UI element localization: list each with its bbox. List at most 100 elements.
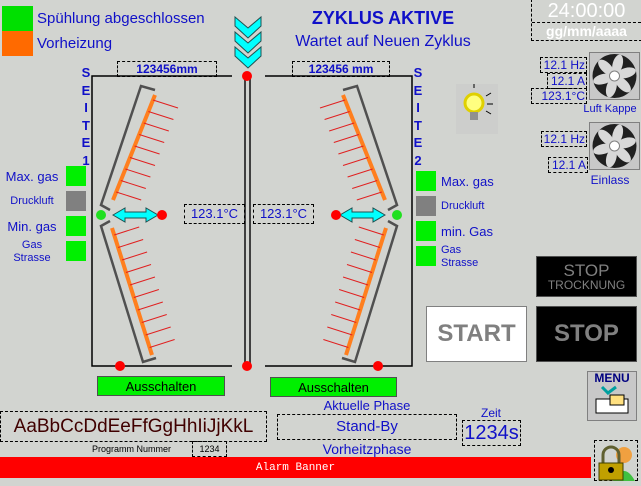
menu-button[interactable]: MENU <box>587 371 637 421</box>
position-dot <box>96 210 106 220</box>
heat-ray <box>350 251 377 261</box>
program-number-label: Programm Nummer <box>92 444 172 454</box>
indicator-label: Druckluft <box>10 195 54 207</box>
next-phase-text: Vorheitzphase <box>322 441 412 457</box>
clock-date: gg/mm/aaaa <box>532 22 641 40</box>
wall-outline <box>99 84 156 212</box>
heat-ray <box>338 145 364 155</box>
legend-orange-swatch <box>2 31 33 56</box>
status-subtitle: Wartet auf Neuen Zyklus <box>295 33 471 50</box>
heat-ray <box>329 122 355 132</box>
indicator-lamp <box>416 246 436 266</box>
heater-lower <box>110 227 154 356</box>
legend-label-rinse: Spühlung abgeschlossen <box>37 10 205 27</box>
login-lock-button[interactable] <box>594 440 638 481</box>
heat-ray <box>133 289 160 298</box>
heat-ray <box>148 111 174 120</box>
double-arrow-icon <box>339 207 386 223</box>
sensor-dot <box>331 210 341 220</box>
side-letter: I <box>416 100 420 115</box>
time-label: Zeit <box>480 406 501 420</box>
fan-2-frequency: 12.1 Hz <box>541 131 587 147</box>
heat-ray <box>145 326 171 336</box>
side-letter: 2 <box>414 152 422 168</box>
heat-ray <box>149 339 175 348</box>
stop-drying-label-2: TROCKNUNG <box>547 277 626 292</box>
wall-outline <box>99 219 157 364</box>
sensor-dots <box>115 71 383 371</box>
temp-readout-side-1: 123.1°C <box>184 204 245 224</box>
heat-ray <box>323 339 349 348</box>
stop-button[interactable]: STOP <box>536 306 637 362</box>
legend-green-swatch <box>2 6 33 31</box>
indicator-lamp <box>416 196 436 216</box>
heat-ray <box>342 157 369 166</box>
lightbulb-icon <box>456 84 498 134</box>
side-2-off-button[interactable]: Ausschalten <box>270 377 397 397</box>
heat-ray <box>141 314 167 323</box>
heat-ray <box>338 289 365 298</box>
indicator-lamp <box>66 241 86 261</box>
heat-ray <box>114 226 140 236</box>
center-pipe <box>244 76 251 366</box>
heater-upper <box>341 94 387 201</box>
menu-icon <box>595 385 629 414</box>
side-letter: E <box>413 82 423 98</box>
indicator-label: Max. gas <box>441 174 494 189</box>
heat-ray <box>134 145 160 155</box>
indicator-lamp <box>66 166 86 186</box>
menu-label: MENU <box>594 371 630 385</box>
length-readout-side-1: 123456mm <box>117 61 217 77</box>
heater-upper <box>111 94 157 201</box>
heat-ray <box>121 251 148 261</box>
side-1-off-button[interactable]: Ausschalten <box>97 376 225 396</box>
heat-ray <box>324 111 350 120</box>
heat-ray <box>319 99 346 109</box>
heat-ray <box>352 180 378 189</box>
phase-label: Aktuelle Phase <box>323 398 411 413</box>
fan-1-frequency: 12.1 Hz <box>540 57 587 73</box>
flow-chevrons-icon <box>234 15 262 69</box>
alarm-banner[interactable]: Alarm Banner <box>0 457 591 478</box>
clock-time: 24:00:00 <box>547 0 626 22</box>
heat-ray <box>342 276 369 286</box>
side-letter: S <box>413 65 423 80</box>
start-button[interactable]: START <box>426 306 527 362</box>
program-name-display: AaBbCcDdEeFfGgHhIiJjKkL <box>0 411 267 442</box>
side-letter: 1 <box>82 152 90 168</box>
alarm-banner-text: Alarm Banner <box>255 461 336 474</box>
heat-ray <box>152 99 179 109</box>
heat-ray <box>129 276 156 286</box>
fan-1-temp: 123.1°C <box>531 88 587 104</box>
status-title: ZYKLUS AKTIVE <box>311 8 455 28</box>
legend-label-preheat: Vorheizung <box>37 35 113 52</box>
side-letter: T <box>414 117 422 133</box>
indicator-lamp <box>66 191 86 211</box>
fan-2-current: 12.1 A <box>548 157 588 173</box>
double-arrow-icon <box>112 207 159 223</box>
indicator-lamp <box>66 216 86 236</box>
wall-side-1 <box>96 84 179 364</box>
fan-2-button[interactable] <box>589 122 640 170</box>
length-readout-side-2: 123456 mm <box>292 61 390 77</box>
heat-ray <box>356 191 382 201</box>
side-letter: T <box>82 117 90 133</box>
wall-outline <box>342 84 399 212</box>
heater-lower <box>344 227 388 356</box>
lock-user-icon <box>598 445 635 481</box>
stop-drying-button[interactable]: STOP TROCKNUNG <box>536 256 637 297</box>
side-letter: E <box>81 135 91 150</box>
fan-1-button[interactable] <box>589 52 640 100</box>
heat-ray <box>331 314 357 323</box>
fan-2-label: Einlass <box>590 173 630 187</box>
indicator-label: Druckluft <box>441 200 485 212</box>
stop-drying-label-1: STOP <box>563 260 610 280</box>
fan-icon <box>589 122 640 170</box>
heat-ray <box>346 264 373 273</box>
heat-ray <box>125 264 152 273</box>
heat-ray <box>358 226 384 236</box>
wall-side-2 <box>319 84 402 364</box>
clock-box: 24:00:00 gg/mm/aaaa <box>531 0 641 41</box>
wall-outline <box>341 219 399 364</box>
